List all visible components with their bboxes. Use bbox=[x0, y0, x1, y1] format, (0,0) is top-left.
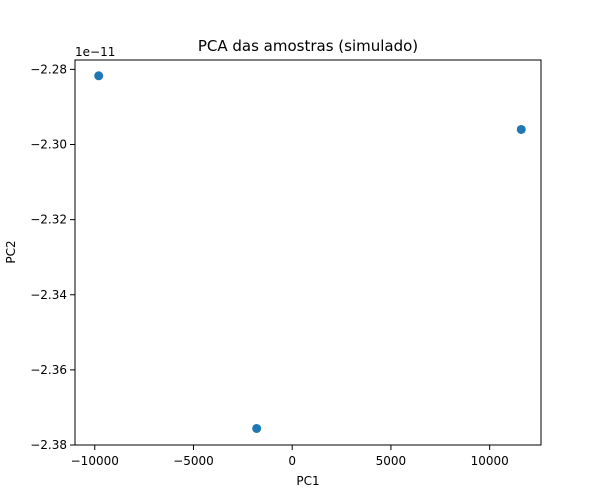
scatter-point bbox=[252, 423, 262, 433]
x-tick-label: 10000 bbox=[471, 454, 509, 468]
x-tick-label: −10000 bbox=[71, 454, 119, 468]
y-tick-label: −2.36 bbox=[30, 363, 67, 377]
chart-title: PCA das amostras (simulado) bbox=[198, 37, 418, 55]
y-axis-label: PC2 bbox=[4, 240, 18, 263]
scatter-point bbox=[516, 124, 526, 134]
x-tick-label: 0 bbox=[288, 454, 296, 468]
x-axis-label: PC1 bbox=[296, 474, 319, 488]
plot-area bbox=[74, 59, 542, 446]
y-offset-label: 1e−11 bbox=[75, 45, 115, 59]
data-points bbox=[94, 71, 526, 433]
y-tick-label: −2.30 bbox=[30, 138, 67, 152]
axis-ticks: −10000 −5000 0 5000 10000 −2.28 −2.30 −2.32 −2.3… bbox=[30, 62, 509, 468]
x-tick-label: −5000 bbox=[173, 454, 214, 468]
y-tick-label: −2.28 bbox=[30, 62, 67, 76]
x-tick-label: 5000 bbox=[376, 454, 407, 468]
scatter-point bbox=[94, 71, 104, 81]
y-tick-label: −2.38 bbox=[30, 438, 67, 452]
y-tick-label: −2.34 bbox=[30, 288, 67, 302]
y-tick-label: −2.32 bbox=[30, 213, 67, 227]
